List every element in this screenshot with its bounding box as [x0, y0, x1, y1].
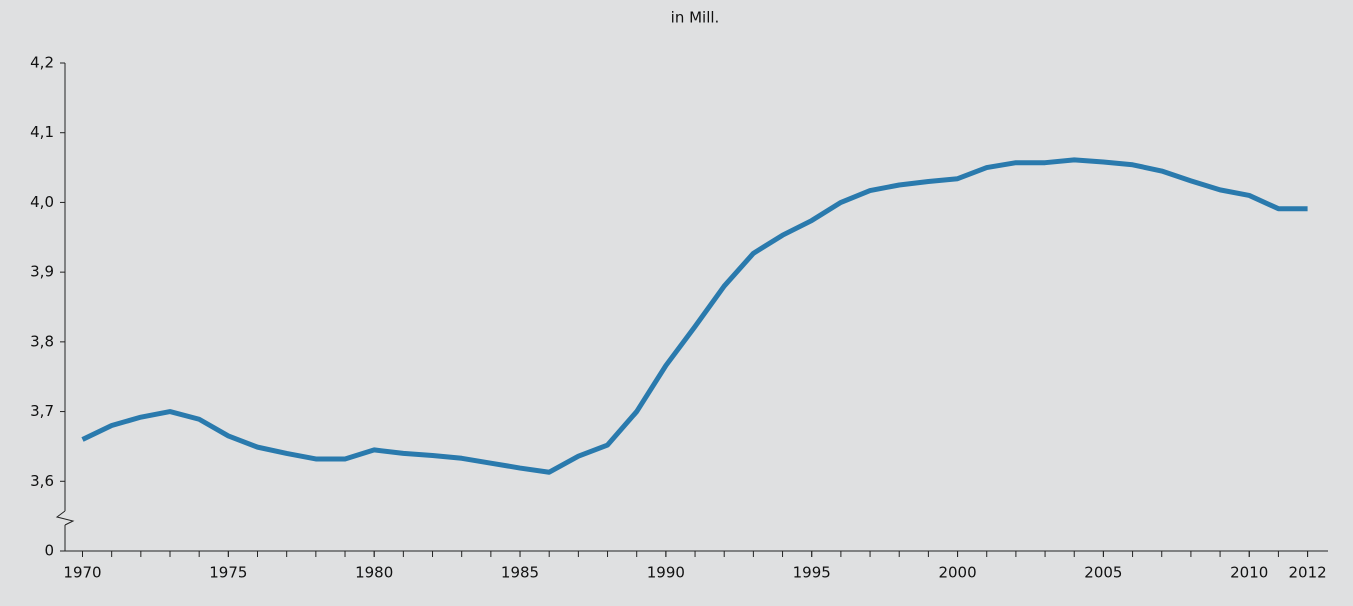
axis-break — [55, 510, 75, 526]
y-tick-label: 4,2 — [30, 54, 54, 72]
x-tick-label: 1990 — [647, 564, 685, 582]
x-tick-label: 2012 — [1288, 564, 1326, 582]
y-tick-label: 3,9 — [30, 263, 54, 281]
data-line — [81, 157, 1308, 475]
x-tick-label: 1980 — [355, 564, 393, 582]
y-tick-label: 3,6 — [30, 472, 54, 490]
x-tick-label: 1985 — [501, 564, 539, 582]
y-tick-label: 3,7 — [30, 402, 54, 420]
y-tick-label: 4,0 — [30, 193, 54, 211]
y-tick-label: 0 — [44, 542, 54, 560]
x-tick-label: 1995 — [793, 564, 831, 582]
x-tick-label: 2010 — [1230, 564, 1268, 582]
x-tick-label: 1975 — [209, 564, 247, 582]
x-tick-label: 2005 — [1084, 564, 1122, 582]
x-tick-label: 2000 — [938, 564, 976, 582]
y-tick-label: 4,1 — [30, 123, 54, 141]
y-tick-label: 3,8 — [30, 332, 54, 350]
chart-title: in Mill. — [671, 9, 720, 27]
x-tick-label: 1970 — [63, 564, 101, 582]
